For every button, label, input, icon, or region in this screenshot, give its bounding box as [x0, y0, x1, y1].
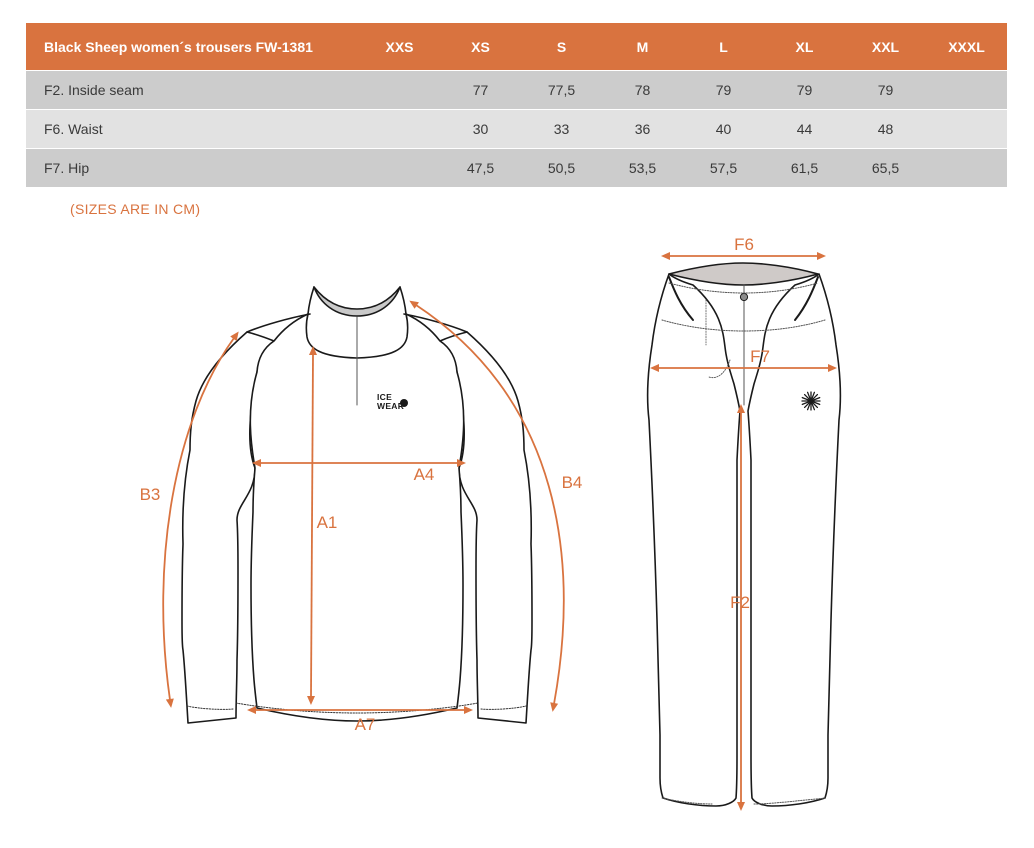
svg-text:A4: A4 [414, 465, 435, 484]
svg-text:A1: A1 [317, 513, 338, 532]
svg-text:F6: F6 [734, 235, 754, 254]
svg-text:B3: B3 [140, 485, 161, 504]
svg-text:F7: F7 [750, 347, 770, 366]
svg-text:F2: F2 [730, 593, 750, 612]
svg-text:B4: B4 [562, 473, 583, 492]
svg-text:A7: A7 [355, 715, 376, 734]
